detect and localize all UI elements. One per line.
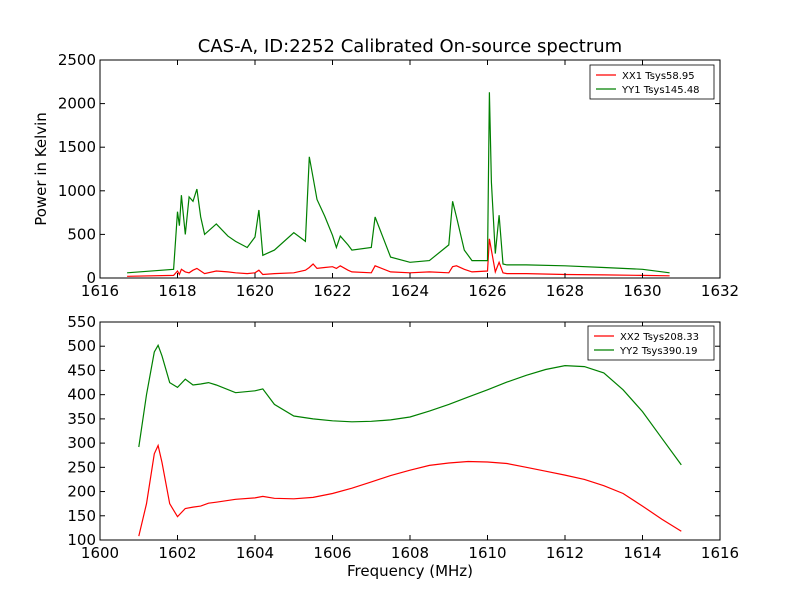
x-tick-label: 1608 — [391, 544, 429, 562]
chart-title: CAS-A, ID:2252 Calibrated On-source spec… — [198, 36, 622, 57]
x-tick-label: 1616 — [81, 282, 119, 300]
y-tick-label: 500 — [67, 337, 96, 355]
y-tick-label: 500 — [67, 225, 96, 243]
y-tick-label: 1000 — [58, 182, 96, 200]
series-line-xx — [138, 443, 682, 537]
y-tick-label: 2500 — [58, 51, 96, 69]
x-tick-label: 1632 — [701, 282, 739, 300]
chart-bottom: 1600 1602 1604 1606 1608 1610 1612 1614 1616 100 1… — [67, 313, 739, 580]
y-tick-label: 100 — [67, 531, 96, 549]
x-tick-label: 1616 — [701, 544, 739, 562]
series-line-xx — [127, 238, 670, 277]
chart-top: 1616 1618 1620 1622 1624 1626 1628 1630 1632 0 500… — [32, 36, 739, 300]
y-tick-label: 2000 — [58, 95, 96, 113]
legend-entry: XX2 Tsys208.33 — [620, 332, 699, 343]
x-tick-label: 1610 — [468, 544, 506, 562]
x-tick-label: 1604 — [236, 544, 274, 562]
x-tick-label: 1630 — [623, 282, 661, 300]
y-tick-label: 0 — [86, 269, 96, 287]
legend-entry: XX1 Tsys58.95 — [622, 71, 695, 82]
legend-entry: YY1 Tsys145.48 — [621, 85, 700, 96]
y-tick-label: 150 — [67, 507, 96, 525]
legend: XX2 Tsys208.33 YY2 Tsys390.19 — [587, 325, 715, 361]
plot-area — [138, 343, 682, 537]
x-tick-label: 1600 — [81, 544, 119, 562]
x-tick-label: 1602 — [158, 544, 196, 562]
x-tick-label: 1626 — [468, 282, 506, 300]
x-tick-label: 1622 — [313, 282, 351, 300]
y-axis-label: Power in Kelvin — [32, 112, 50, 226]
x-tick-label: 1624 — [391, 282, 429, 300]
series-line-yy — [127, 92, 670, 274]
y-tick-label: 200 — [67, 483, 96, 501]
series-line-yy — [138, 343, 682, 466]
x-tick-label: 1620 — [236, 282, 274, 300]
y-tick-label: 300 — [67, 434, 96, 452]
legend-box — [589, 64, 715, 100]
legend-box — [587, 325, 715, 361]
y-tick-label: 550 — [67, 313, 96, 331]
y-tick-label: 350 — [67, 410, 96, 428]
y-tick-label: 450 — [67, 361, 96, 379]
y-tick-label: 1500 — [58, 138, 96, 156]
x-tick-label: 1612 — [546, 544, 584, 562]
x-tick-label: 1614 — [623, 544, 661, 562]
x-tick-label: 1628 — [546, 282, 584, 300]
plot-area — [127, 92, 670, 277]
x-tick-label: 1618 — [158, 282, 196, 300]
legend: XX1 Tsys58.95 YY1 Tsys145.48 — [589, 64, 715, 100]
y-tick-label: 250 — [67, 458, 96, 476]
legend-entry: YY2 Tsys390.19 — [619, 346, 698, 357]
x-axis-label: Frequency (MHz) — [347, 562, 473, 580]
x-tick-label: 1606 — [313, 544, 351, 562]
y-tick-label: 400 — [67, 386, 96, 404]
